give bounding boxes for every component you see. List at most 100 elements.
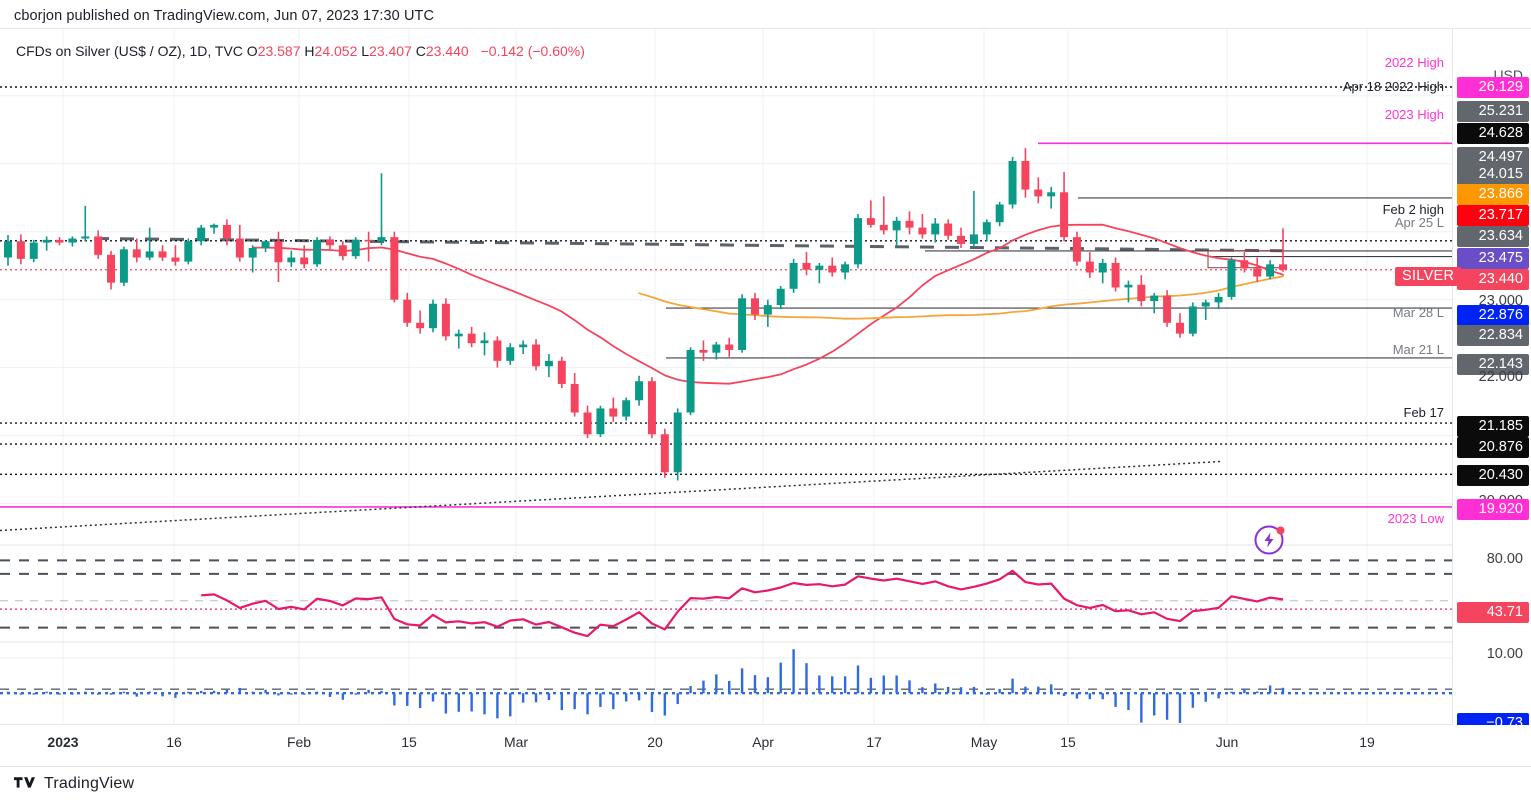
histogram-bar — [560, 693, 563, 711]
histogram-bar — [84, 691, 87, 694]
zap-idea-badge[interactable] — [1253, 522, 1287, 556]
candle-body — [1227, 260, 1236, 297]
chart-annotation-label: 2022 High — [1384, 55, 1444, 70]
legend-low-value: 23.407 — [369, 43, 412, 59]
histogram-bar — [612, 693, 615, 710]
histogram-bar — [96, 693, 100, 695]
histogram-bar — [831, 676, 834, 694]
histogram-bar — [985, 693, 988, 695]
price-axis-label: 24.497 — [1457, 147, 1529, 168]
histogram-bar — [624, 693, 628, 702]
histogram-bar — [998, 688, 1001, 694]
histogram-bar — [1037, 686, 1040, 694]
histogram-bar — [521, 693, 525, 703]
time-axis-tick: Feb — [286, 734, 312, 750]
candle-body — [982, 222, 991, 235]
histogram-bar — [354, 693, 357, 695]
moving-average-line — [251, 223, 1284, 385]
histogram-bar — [1024, 686, 1027, 694]
candle-body — [763, 305, 772, 315]
tradingview-footer[interactable]: TradingView — [14, 775, 134, 793]
candle-body — [776, 288, 785, 306]
chart-annotation-label: Feb 17 — [1403, 405, 1444, 420]
time-axis-tick: 19 — [1359, 734, 1375, 750]
histogram-bar — [238, 687, 242, 694]
candle-body — [480, 340, 489, 344]
price-axis[interactable]: USD 26.129 25.231 24.628 24.497 24.015 23.866… — [1452, 29, 1531, 734]
histogram-bar — [805, 663, 808, 694]
candle-body — [429, 303, 437, 329]
candle-body — [1253, 268, 1262, 277]
legend-change: −0.142 (−0.60%) — [480, 43, 585, 59]
time-axis-tick: Jun — [1215, 734, 1239, 750]
candle-body — [377, 237, 386, 242]
histogram-bar — [174, 693, 177, 698]
candle-body — [931, 223, 940, 235]
histogram-bar — [869, 677, 873, 694]
candle-series — [4, 148, 1287, 481]
histogram-bar — [406, 693, 409, 706]
candle-body — [802, 262, 811, 270]
time-axis[interactable]: 2023 16 Feb 15 Mar 20 Apr 17 May 15 Jun 19 — [0, 725, 1531, 767]
time-axis-tick: Mar — [503, 734, 529, 750]
silver-price-tag: SILVER — [1395, 267, 1462, 286]
tradingview-brand: TradingView — [44, 775, 135, 792]
histogram-bar — [457, 693, 460, 712]
price-plot-svg — [0, 29, 1452, 726]
histogram-bar — [599, 693, 602, 707]
candle-body — [918, 227, 927, 235]
price-axis-label: 20.876 — [1457, 437, 1529, 458]
legend-open-value: 23.587 — [257, 43, 301, 59]
candle-body — [416, 322, 425, 329]
candle-body — [81, 236, 90, 239]
histogram-bar — [277, 693, 280, 696]
time-axis-tick: May — [970, 734, 998, 750]
histogram-bar — [650, 693, 654, 713]
tradingview-logo-icon — [14, 777, 36, 788]
candle-body — [29, 242, 38, 259]
histogram-bar — [341, 693, 345, 700]
candle-body — [841, 264, 850, 273]
candle-body — [313, 239, 322, 265]
chart-annotation-label: Apr 25 L — [1394, 215, 1444, 230]
histogram-bar — [122, 691, 126, 694]
histogram-bar — [728, 680, 731, 694]
histogram-bar — [1011, 678, 1014, 694]
histogram-bar — [71, 693, 74, 695]
histogram-bar — [470, 693, 473, 712]
candle-body — [197, 227, 206, 242]
candle-body — [1188, 306, 1197, 334]
histogram-bar — [715, 674, 718, 694]
candle-body — [1021, 161, 1030, 190]
price-axis-label: 22.143 — [1457, 354, 1529, 375]
histogram-bar — [431, 693, 435, 702]
histogram-bar — [1062, 693, 1066, 697]
legend-open-key: O — [246, 43, 258, 59]
price-axis-label: 25.231 — [1457, 101, 1529, 122]
price-axis-label: 23.866 — [1457, 184, 1529, 205]
candle-body — [854, 218, 862, 265]
histogram-bar — [58, 693, 61, 695]
plot-area[interactable] — [0, 29, 1452, 726]
histogram-bar — [702, 680, 705, 694]
candle-body — [660, 434, 669, 473]
histogram-bar — [251, 691, 254, 694]
histogram-bar — [740, 668, 744, 694]
candle-body — [235, 238, 244, 258]
price-axis-label: 24.015 — [1457, 164, 1529, 185]
histogram-bar — [856, 665, 860, 694]
candle-body — [390, 237, 399, 300]
histogram-bar — [921, 687, 924, 694]
legend-close-value: 23.440 — [425, 43, 469, 59]
histogram-bar — [573, 693, 576, 710]
moving-average-line — [638, 275, 1284, 320]
chart-annotation-label: 2023 High — [1384, 107, 1444, 122]
price-axis-label: 22.834 — [1457, 325, 1529, 346]
candle-body — [1163, 295, 1172, 323]
histogram-series — [6, 649, 1285, 723]
candle-body — [789, 262, 798, 289]
histogram-bar — [908, 680, 911, 694]
histogram-bar — [663, 693, 667, 716]
candle-body — [261, 241, 270, 249]
